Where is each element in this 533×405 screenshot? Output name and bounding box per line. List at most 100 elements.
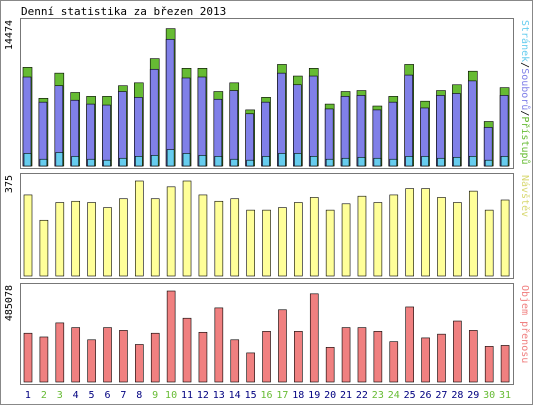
bar-files [467, 80, 477, 167]
bar-visits [262, 209, 271, 277]
x-tick-label: 8 [136, 390, 142, 401]
bar-files [165, 38, 175, 167]
chart-title: Denní statistika za březen 2013 [21, 5, 226, 18]
bar-pages [278, 153, 286, 167]
legend-separator: / [519, 110, 530, 116]
x-tick-label: 18 [292, 390, 304, 401]
bar-pages [39, 158, 48, 167]
bar-kbytes [468, 330, 478, 383]
bar-visits [325, 209, 335, 277]
x-tick-label: 4 [73, 390, 79, 401]
bar-pages [230, 158, 239, 167]
bar-visits [55, 202, 65, 277]
bar-files [340, 96, 350, 167]
x-tick-label: 5 [89, 390, 95, 401]
bar-visits [389, 194, 399, 277]
bar-files [388, 101, 398, 167]
bar-visits [421, 188, 430, 277]
bar-kbytes [262, 331, 271, 383]
bar-visits [294, 202, 303, 277]
bar-pages [484, 159, 493, 167]
bar-pages [103, 159, 111, 167]
bar-pages [182, 153, 191, 167]
bar-pages [262, 156, 270, 167]
bar-visits [341, 203, 351, 277]
bar-visits [309, 197, 319, 277]
bar-pages [500, 156, 509, 167]
bar-pages [23, 153, 32, 167]
legend-pages: Stránek [519, 20, 531, 62]
bar-files [102, 104, 111, 167]
bar-visits [437, 197, 446, 277]
bar-kbytes [373, 331, 383, 383]
x-tick-label: 17 [276, 390, 288, 401]
bar-files [22, 76, 32, 167]
bar-kbytes [182, 317, 192, 383]
x-tick-label: 22 [356, 390, 368, 401]
bar-files [245, 113, 254, 167]
bar-visits [135, 180, 144, 277]
bar-pages [246, 159, 254, 167]
bar-kbytes [246, 352, 255, 383]
bar-pages [150, 155, 159, 167]
bar-pages [437, 157, 445, 167]
bar-pages [119, 157, 127, 167]
bar-kbytes [500, 345, 510, 383]
y-axis-max-label: 14474 [4, 20, 15, 50]
legend-separator: / [519, 62, 530, 68]
panel-hits: 14474 Stránek/Souborů/Přístupů [4, 18, 531, 169]
bar-files [213, 98, 223, 167]
bar-pages [389, 158, 398, 167]
bar-kbytes [87, 339, 96, 383]
bar-files [372, 109, 382, 167]
x-tick-label: 6 [104, 390, 110, 401]
bar-kbytes [103, 327, 112, 383]
bar-kbytes [357, 327, 367, 383]
bar-kbytes [23, 332, 33, 383]
bar-visits [373, 202, 383, 277]
bar-visits [246, 209, 255, 277]
bar-visits [484, 209, 494, 277]
x-tick-label: 1 [25, 390, 31, 401]
bar-visits [500, 199, 510, 277]
bar-files [38, 101, 48, 167]
bar-visits [119, 198, 128, 277]
x-tick-label: 28 [451, 390, 463, 401]
bar-pages [309, 156, 318, 167]
legend-label: Objem přenosu [519, 285, 531, 363]
bar-kbytes [166, 290, 176, 383]
x-tick-label: 23 [372, 390, 384, 401]
legend-label: Stránek/Souborů/Přístupů [519, 20, 531, 165]
bar-visits [71, 200, 81, 277]
bar-kbytes [198, 331, 208, 383]
bar-visits [39, 219, 49, 277]
legend-label: Návštěv [519, 175, 531, 217]
legend-files: Souborů [519, 68, 531, 110]
bar-visits [468, 190, 478, 277]
bar-files [356, 95, 366, 167]
x-tick-label: 29 [467, 390, 479, 401]
x-tick-label: 7 [120, 390, 126, 401]
bar-pages [341, 157, 350, 167]
x-axis-labels: 1 2 3 4 5 6 7 8 9 10 11 12 13 14 15 16 17 18 19 20 21 22 23 24 2… [25, 390, 511, 401]
bar-kbytes [150, 332, 160, 383]
x-tick-label: 14 [229, 390, 241, 401]
bar-visits [103, 207, 112, 277]
x-tick-label: 24 [388, 390, 400, 401]
bar-kbytes [453, 320, 462, 383]
bar-pages [166, 149, 175, 167]
bar-kbytes [135, 344, 144, 383]
bar-kbytes [389, 341, 399, 383]
bar-kbytes [214, 307, 224, 383]
bar-visits [150, 198, 160, 277]
x-tick-label: 31 [499, 390, 511, 401]
legend-hits: Přístupů [519, 116, 531, 164]
x-tick-label: 30 [483, 390, 495, 401]
x-tick-label: 10 [165, 390, 177, 401]
bar-files [197, 76, 207, 167]
y-axis-max-label: 375 [4, 175, 15, 193]
bar-visits [278, 207, 287, 277]
bar-pages [214, 156, 223, 167]
x-tick-label: 25 [404, 390, 416, 401]
